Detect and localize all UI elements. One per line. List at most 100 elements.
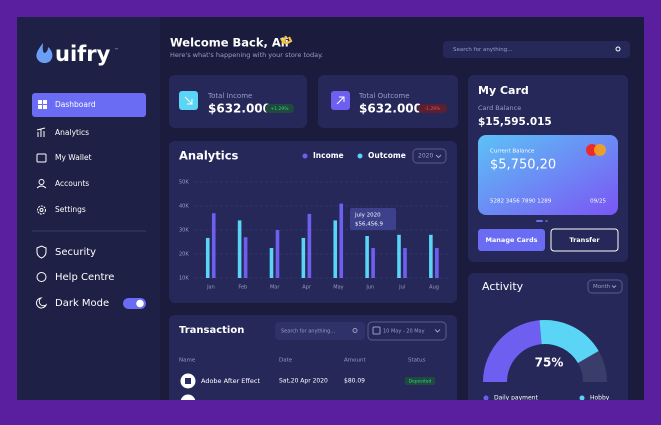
search-box[interactable] <box>275 322 365 340</box>
search-icon <box>615 46 621 52</box>
tooltip-value: $56,456.9 <box>355 222 383 228</box>
icon <box>43 100 47 104</box>
calendar-icon <box>372 326 381 335</box>
icon <box>38 100 42 104</box>
x-tick-label: Feb <box>238 285 247 291</box>
period-select[interactable] <box>412 148 447 164</box>
nav-item[interactable]: Help Centre <box>55 272 114 283</box>
bar <box>339 203 344 278</box>
stat-card <box>318 75 458 128</box>
search-placeholder: Search for anything... <box>281 329 335 335</box>
icon <box>38 179 45 185</box>
analytics-title: Analytics <box>179 149 239 163</box>
card-label: Current Balance <box>490 149 535 155</box>
gauge-segment <box>483 320 544 382</box>
y-tick-label: 10K <box>179 276 189 282</box>
app-icon-inner <box>185 378 191 384</box>
search-placeholder: Search for anything... <box>453 47 513 53</box>
bar <box>243 237 248 278</box>
column-header: Amount <box>344 358 366 364</box>
stat-badge: -1.29% <box>425 106 442 112</box>
x-tick-label: Jan <box>206 285 215 291</box>
search-icon <box>352 328 358 333</box>
icon <box>38 105 42 109</box>
icon <box>37 205 46 215</box>
icon <box>36 185 47 189</box>
legend-dot <box>579 395 585 401</box>
button[interactable] <box>550 228 619 252</box>
gauge <box>483 320 607 382</box>
icon <box>43 105 47 109</box>
legend-label: Hobby <box>590 395 610 402</box>
badge <box>265 104 294 113</box>
icon <box>36 127 46 137</box>
nav-item[interactable]: Security <box>55 247 96 258</box>
logo-icon <box>36 43 53 63</box>
column-header: Date <box>279 358 293 364</box>
my-card-title: My Card <box>478 84 529 97</box>
button[interactable] <box>478 229 545 251</box>
nav-item[interactable]: My Wallet <box>55 153 92 162</box>
chevron <box>435 154 442 159</box>
legend-dot <box>483 395 489 401</box>
legend-dot <box>357 153 363 159</box>
wave-icon <box>279 35 293 45</box>
balance-label: Card Balance <box>478 104 521 112</box>
arrow <box>184 96 193 105</box>
nav-item[interactable]: Settings <box>55 205 86 214</box>
cell: $80.09 <box>344 378 365 385</box>
x-tick-label: Aug <box>429 285 439 291</box>
nav-item[interactable]: Dark Mode <box>55 298 109 309</box>
card-number: 5282 3456 7890 1289 <box>490 199 552 205</box>
credit-card <box>478 135 618 215</box>
legend-label: Outcome <box>368 151 406 160</box>
frame-bottom <box>0 400 661 425</box>
nav-item[interactable]: Analytics <box>55 128 89 137</box>
button-label: Transfer <box>569 236 600 244</box>
bar <box>205 237 210 278</box>
nav-item[interactable]: Accounts <box>55 179 89 188</box>
x-tick-label: Mar <box>270 285 280 291</box>
legend-label: Daily payment <box>494 395 538 402</box>
status-badge <box>405 377 435 385</box>
button-label: Manage Cards <box>485 236 537 244</box>
column-header: Status <box>408 358 426 364</box>
date-range: 10 May - 20 May <box>383 329 425 335</box>
pager <box>545 220 548 222</box>
bar <box>429 234 433 278</box>
arrow <box>336 96 345 105</box>
bar <box>365 236 369 278</box>
analytics-chart: 10K 20K 30K 40K 50K Income Outcome Jan Feb Mar Apr… <box>179 151 450 291</box>
date-select[interactable] <box>367 321 447 341</box>
y-tick-label: 20K <box>179 252 189 258</box>
badge <box>418 104 447 113</box>
bar <box>397 234 401 278</box>
period-select[interactable] <box>587 279 623 294</box>
nav-active[interactable] <box>32 93 146 117</box>
bar <box>333 220 338 278</box>
bar <box>403 248 407 278</box>
icon <box>35 297 48 309</box>
nav-item[interactable]: Dashboard <box>55 100 96 109</box>
stat-label: Total Income <box>207 92 252 100</box>
transaction-title: Transaction <box>179 325 244 336</box>
chevron <box>434 329 441 333</box>
bar <box>237 220 242 278</box>
gauge-segment <box>539 320 599 363</box>
legend-dot <box>302 153 308 159</box>
card-expiry: 09/25 <box>590 199 606 205</box>
toggle-knob <box>136 299 144 308</box>
sidebar <box>17 17 160 400</box>
trademark: ™ <box>114 48 119 54</box>
chevron <box>611 285 617 289</box>
status: Deposited <box>409 379 432 385</box>
search-box[interactable] <box>443 41 630 58</box>
welcome-subtitle: Here's what's happening with your store … <box>170 51 323 59</box>
x-tick-label: Jun <box>365 285 374 291</box>
pager <box>536 220 543 222</box>
stat-value: $632.000 <box>208 102 271 116</box>
icon <box>36 245 47 259</box>
balance: $15,595.015 <box>478 116 552 128</box>
